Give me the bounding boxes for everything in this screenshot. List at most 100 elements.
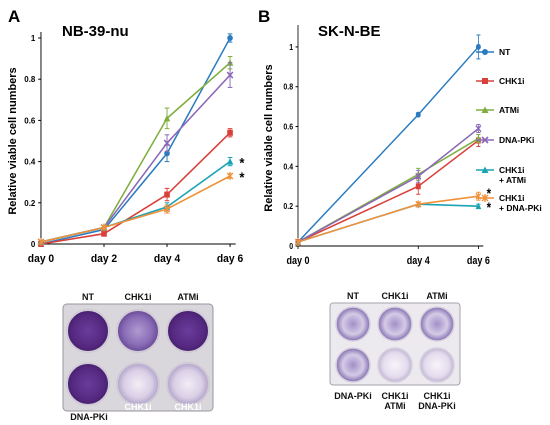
series-chk1i-atmi xyxy=(295,200,482,246)
plate-a-label-nt: NT xyxy=(82,292,94,302)
legend-label-chk1i-dna-pki: CHK1i xyxy=(499,193,525,203)
legend-label-nt: NT xyxy=(499,47,511,57)
panel-a-title: NB-39-nu xyxy=(62,23,129,40)
plate-a-label-chk1i-atmi-2: ATMi xyxy=(127,412,149,422)
nt-point xyxy=(475,43,481,50)
plate-sknbe xyxy=(329,302,461,386)
legend-label-atmi: ATMi xyxy=(499,105,519,115)
plate-nb39nu xyxy=(62,303,214,412)
chk1i-point xyxy=(415,183,421,190)
plate-b-label-atmi: ATMi xyxy=(426,291,448,301)
legend-label-chk1i: CHK1i xyxy=(499,76,525,86)
plate-a-label-chk1i-dnapki-1: CHK1i xyxy=(174,402,202,412)
dna-pki-point xyxy=(415,172,422,180)
significance-asterisk: * xyxy=(487,199,491,215)
atmi-point xyxy=(163,114,171,122)
series-line-chk1i xyxy=(40,132,231,245)
well-atmi xyxy=(419,306,455,342)
significance-asterisk: * xyxy=(487,185,491,201)
y-tick-label: 0.6 xyxy=(24,116,35,125)
series-line-chk1i-dna-pki xyxy=(40,175,231,243)
chart-a-plot: 0 0.2 0.4 0.6 0.8 1 day 0 day 2 day 4 day 6 ** xyxy=(24,32,245,265)
panel-b-title: SK-N-BE xyxy=(318,23,381,40)
y-tick-label: 1 xyxy=(31,34,36,43)
chk1i-point xyxy=(227,129,233,136)
plate-a-label-chk1i: CHK1i xyxy=(124,292,152,302)
series-chk1i-dna-pki xyxy=(295,191,482,247)
x-tick-label: day 2 xyxy=(91,253,117,265)
chk1i-dna-pki-point xyxy=(481,194,489,202)
series-line-chk1i-atmi xyxy=(297,203,479,243)
legend-label-chk1i-dna-pki: + DNA-PKi xyxy=(499,203,542,213)
chart-nb39nu: Relative viable cell numbers 0 0.2 0.4 0.6 0.… xyxy=(7,32,245,265)
chk1i-dna-pki-point xyxy=(37,237,45,246)
x-tick-label: day 0 xyxy=(28,253,54,265)
plate-b-label-chk1i-atmi-2: ATMi xyxy=(384,401,406,411)
plate-a-label-chk1i-dnapki-2: DNA-PKi xyxy=(169,412,207,422)
series-dna-pki xyxy=(295,124,482,246)
chk1i-point xyxy=(164,191,170,198)
nt-point xyxy=(227,35,233,41)
chk1i-dna-pki-point xyxy=(226,172,234,181)
dna-pki-point xyxy=(475,124,482,133)
y-axis-label: Relative viable cell numbers xyxy=(263,64,275,211)
well-chk1i xyxy=(116,309,160,353)
y-tick-label: 0 xyxy=(289,241,293,251)
chk1i-atmi-point xyxy=(226,158,234,165)
series-line-nt xyxy=(40,37,231,245)
series-line-chk1i-dna-pki xyxy=(297,195,479,243)
chk1i-atmi-point xyxy=(481,166,489,173)
plate-a-label-chk1i-atmi-1: CHK1i xyxy=(124,402,152,412)
chk1i-atmi-point xyxy=(475,202,482,210)
legend-label-dna-pki: DNA-PKi xyxy=(499,135,534,145)
significance-asterisk: * xyxy=(239,155,245,170)
x-tick-label: day 0 xyxy=(286,255,309,267)
y-tick-label: 0.8 xyxy=(24,75,35,84)
plate-b-label-chk1i-atmi-1: CHK1i xyxy=(381,391,409,401)
y-tick-label: 0.2 xyxy=(283,202,293,212)
plate-a-label-atmi: ATMi xyxy=(177,292,199,302)
series-line-nt xyxy=(297,46,479,243)
well-nt xyxy=(335,306,371,342)
y-tick-label: 0.6 xyxy=(283,122,293,132)
dna-pki-point xyxy=(226,71,234,79)
panel-b-letter: B xyxy=(258,7,270,26)
well-nt xyxy=(66,309,110,353)
y-tick-label: 0.4 xyxy=(283,162,293,172)
chk1i-point xyxy=(101,230,107,237)
well-atmi xyxy=(166,309,210,353)
y-tick-label: 0.2 xyxy=(24,199,35,208)
nt-point xyxy=(482,49,488,55)
well-chk1i-atmi xyxy=(116,362,160,406)
plate-b-label-chk1i: CHK1i xyxy=(381,291,409,301)
chk1i-point xyxy=(482,78,488,84)
dna-pki-point xyxy=(481,136,489,144)
series-chk1i-dna-pki xyxy=(37,172,234,246)
plate-a-label-dnapki: DNA-PKi xyxy=(70,412,108,422)
well-dnapki xyxy=(335,347,371,383)
series-chk1i-atmi xyxy=(37,156,234,245)
chart-sknbe: Relative viable cell numbers 0 0.2 0.4 0.6 0.… xyxy=(263,25,542,267)
x-tick-label: day 6 xyxy=(467,255,490,267)
x-tick-label: day 4 xyxy=(407,255,430,267)
well-chk1i xyxy=(377,306,413,342)
legend-label-chk1i-atmi: + ATMi xyxy=(499,175,526,185)
well-chk1i-dnapki xyxy=(166,362,210,406)
dna-pki-point xyxy=(163,139,171,147)
chk1i-dna-pki-point xyxy=(163,204,171,213)
y-tick-label: 1 xyxy=(289,42,293,52)
plate-b-label-chk1i-dnapki-2: DNA-PKi xyxy=(418,401,456,411)
chk1i-dna-pki-point xyxy=(295,238,301,247)
y-axis-label: Relative viable cell numbers xyxy=(7,67,19,214)
legend-label-chk1i-atmi: CHK1i xyxy=(499,165,525,175)
plate-b-label-nt: NT xyxy=(347,291,359,301)
chart-b-plot: 0 0.2 0.4 0.6 0.8 1 day 0 day 4 day 6 ** xyxy=(283,25,491,267)
y-tick-label: 0.4 xyxy=(24,157,35,166)
atmi-point xyxy=(481,106,489,113)
nt-point xyxy=(164,150,170,157)
significance-asterisk: * xyxy=(239,170,245,185)
x-tick-label: day 4 xyxy=(154,253,180,265)
y-tick-label: 0 xyxy=(31,240,36,249)
